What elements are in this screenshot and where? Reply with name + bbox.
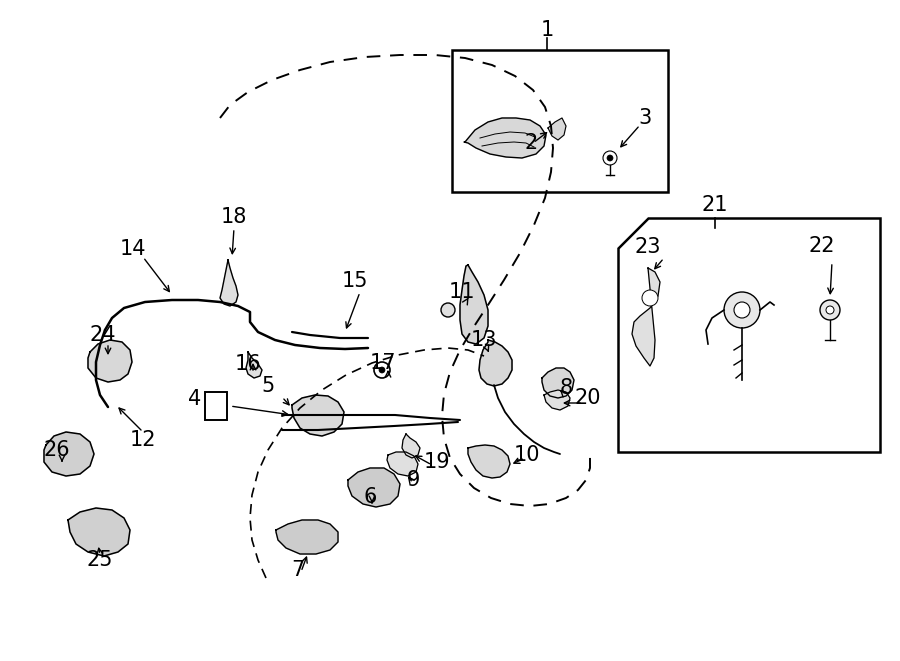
Polygon shape (542, 368, 574, 398)
Circle shape (826, 306, 834, 314)
Bar (452, 50, 668, 192)
Text: 26: 26 (44, 440, 70, 460)
Text: 15: 15 (342, 271, 368, 291)
Polygon shape (632, 268, 660, 366)
Polygon shape (544, 390, 570, 410)
Text: 17: 17 (370, 353, 396, 373)
Polygon shape (44, 432, 94, 476)
Polygon shape (402, 434, 420, 458)
Text: 16: 16 (235, 354, 261, 374)
Text: 23: 23 (634, 237, 662, 257)
Polygon shape (468, 445, 510, 478)
Text: 4: 4 (188, 389, 202, 409)
Text: 1: 1 (540, 20, 554, 40)
Circle shape (820, 300, 840, 320)
Text: 2: 2 (525, 133, 537, 153)
Circle shape (734, 302, 750, 318)
Text: 7: 7 (292, 560, 304, 580)
Text: 21: 21 (702, 195, 728, 215)
Circle shape (642, 290, 658, 306)
Polygon shape (88, 340, 132, 382)
Polygon shape (618, 218, 880, 452)
Polygon shape (464, 118, 546, 158)
Text: 12: 12 (130, 430, 157, 450)
Text: 13: 13 (471, 330, 497, 350)
Text: 22: 22 (809, 236, 835, 256)
Polygon shape (292, 395, 344, 436)
Bar (205, 392, 227, 420)
Text: 25: 25 (86, 550, 113, 570)
Polygon shape (276, 520, 338, 554)
Text: 3: 3 (638, 108, 652, 128)
Text: 10: 10 (514, 445, 540, 465)
Polygon shape (548, 118, 566, 140)
Text: 8: 8 (560, 378, 572, 398)
Text: 9: 9 (406, 470, 419, 490)
Text: 19: 19 (424, 452, 450, 472)
Text: 11: 11 (449, 282, 475, 302)
Polygon shape (246, 352, 262, 378)
Polygon shape (348, 468, 400, 507)
Text: 24: 24 (90, 325, 116, 345)
Polygon shape (68, 508, 130, 556)
Text: 14: 14 (120, 239, 146, 259)
Text: 20: 20 (575, 388, 601, 408)
Circle shape (441, 303, 455, 317)
Text: 6: 6 (364, 487, 377, 507)
Polygon shape (479, 340, 512, 386)
Circle shape (379, 367, 385, 373)
Text: 5: 5 (261, 376, 274, 396)
Circle shape (607, 155, 613, 161)
Polygon shape (387, 452, 418, 476)
Circle shape (374, 362, 390, 378)
Circle shape (603, 151, 617, 165)
Circle shape (724, 292, 760, 328)
Polygon shape (220, 260, 238, 306)
Polygon shape (460, 265, 488, 344)
Text: 18: 18 (220, 207, 248, 227)
